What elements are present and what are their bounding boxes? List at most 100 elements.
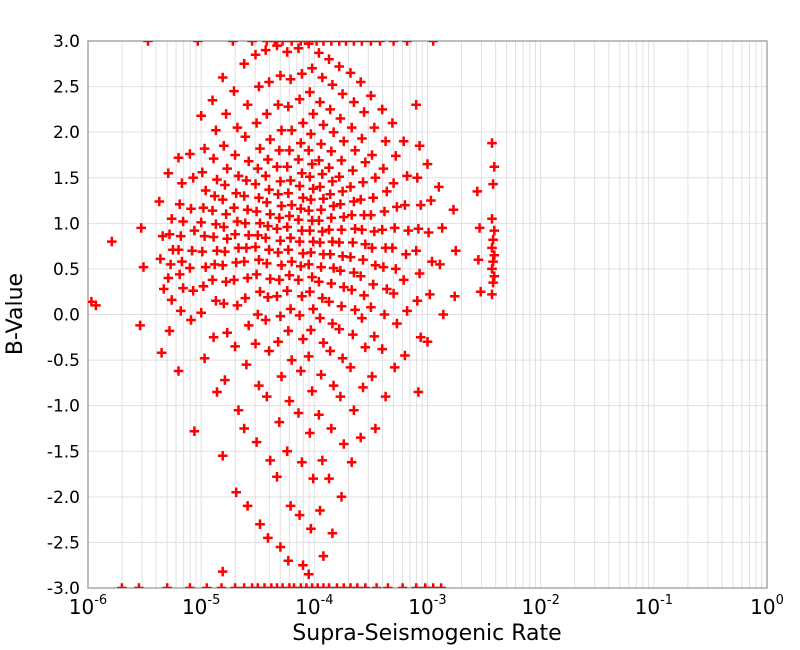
data-point [239,423,249,434]
data-point [163,273,174,283]
data-point [375,41,385,46]
data-point [400,350,410,361]
data-point [282,286,292,296]
data-point [242,100,253,110]
data-point [272,291,282,302]
data-point [367,150,377,160]
data-point [284,270,295,281]
x-tick-exponent: 0 [776,593,784,608]
data-point [250,49,261,60]
data-point [284,396,295,406]
data-point [428,41,438,46]
data-point [196,307,206,318]
data-point [488,179,498,189]
data-point [382,284,392,294]
data-point [306,325,316,335]
data-point [211,296,221,306]
data-point [389,223,400,233]
data-point [185,149,195,159]
data-point [265,134,275,145]
data-point [265,274,275,284]
data-point [326,213,337,223]
data-point [339,439,349,449]
data-point [298,193,308,203]
data-point [166,214,177,224]
data-point [200,185,211,196]
data-point [163,168,174,178]
data-point [315,505,325,516]
data-point [262,391,272,402]
data-point [335,265,346,276]
data-point [371,583,382,588]
data-point [401,249,411,260]
data-point [359,107,369,117]
data-point [355,77,366,87]
data-point [178,216,188,227]
data-point [349,196,359,207]
data-point [165,259,176,270]
data-point [298,560,308,570]
data-point [339,282,349,292]
data-point [297,457,307,467]
data-point [358,255,368,265]
data-point [314,410,324,420]
data-point [173,366,184,376]
data-point [260,233,271,243]
data-point [355,194,366,205]
data-point [392,318,402,329]
data-point [240,218,251,229]
data-point [475,286,486,297]
data-point [274,145,285,156]
data-point [317,72,328,83]
data-point [177,256,187,267]
data-point [252,309,263,320]
data-point [297,291,307,302]
data-point [243,230,254,240]
data-point [173,152,184,163]
data-point [296,41,306,46]
data-point [488,234,498,245]
data-point [349,97,359,107]
data-point [222,163,232,174]
data-point [327,80,338,90]
data-point [357,224,367,235]
data-point [174,199,185,209]
data-point [228,41,238,46]
data-point [312,583,323,588]
data-point [232,122,243,133]
data-point [412,296,423,306]
data-point [389,362,400,373]
x-tick-labels: 10-6 10-5 10-4 10-3 10-2 10-1 100 [69,593,784,619]
data-point [489,225,500,236]
data-point [275,176,286,187]
data-point [208,153,219,164]
data-point [345,182,356,192]
data-point [434,182,444,192]
gridlines [88,41,767,588]
data-point [189,426,200,436]
x-tick-exponent: -1 [660,593,673,608]
data-point [366,90,376,101]
data-point [274,275,285,285]
data-point [306,129,316,139]
data-point [378,262,389,272]
x-tick-label: 10-5 [182,593,220,619]
data-point [325,346,335,356]
data-point [265,455,275,466]
data-point [282,47,292,57]
data-point [276,260,287,271]
data-point [251,269,262,280]
data-point [345,362,356,373]
data-point [198,203,209,213]
data-point [487,289,497,300]
data-point [303,259,314,270]
data-point [286,200,297,210]
data-point [348,329,358,340]
data-point [293,408,304,418]
data-point [196,217,206,228]
data-point [324,296,334,307]
data-point [412,172,423,183]
data-point [189,225,200,236]
data-point [208,232,219,242]
data-point [273,189,283,199]
